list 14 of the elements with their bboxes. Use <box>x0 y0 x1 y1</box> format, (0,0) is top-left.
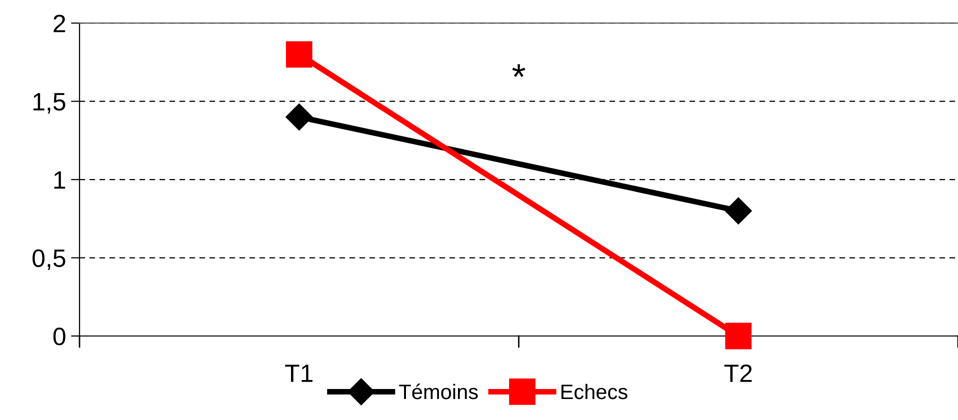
point <box>286 41 312 68</box>
legend-label: Echecs <box>561 384 628 400</box>
y-tick-label: 1,5 <box>33 93 66 114</box>
y-tick-label: 0,5 <box>32 249 66 270</box>
annotation: * <box>512 64 526 77</box>
x-tick-label: T2 <box>724 364 752 382</box>
point <box>725 322 752 350</box>
y-tick-label: 1 <box>54 171 66 189</box>
y-tick-label: 2 <box>54 14 66 32</box>
legend-label: Témoins <box>399 384 478 400</box>
x-tick-label: T1 <box>285 364 313 382</box>
point <box>286 104 313 130</box>
y-tick-label: 0 <box>53 328 66 346</box>
point <box>724 197 752 224</box>
